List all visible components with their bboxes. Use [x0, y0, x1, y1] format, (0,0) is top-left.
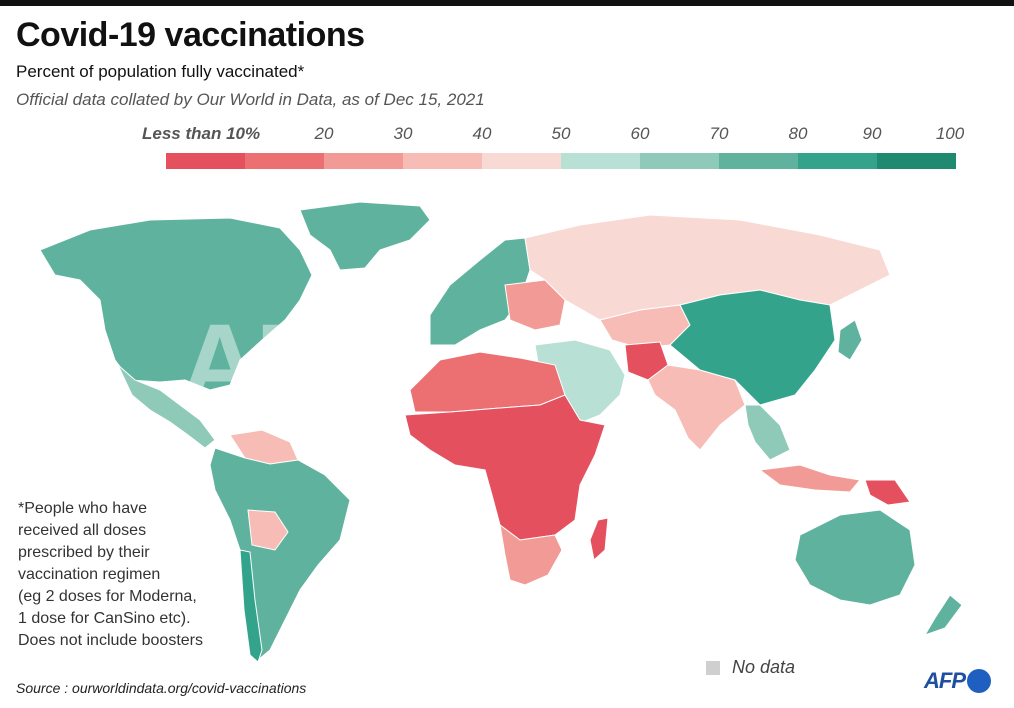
legend-label: Less than 10% [142, 124, 261, 143]
footnote: *People who have received all doses pres… [18, 498, 248, 652]
legend-swatch [719, 153, 798, 169]
legend-swatch [561, 153, 640, 169]
legend-label: 80 [788, 124, 808, 143]
no-data-swatch [706, 660, 720, 675]
region-southeast-asia [744, 404, 791, 461]
legend-swatch [245, 153, 324, 169]
afp-watermark: AFP [180, 302, 392, 425]
region-south-america [209, 447, 351, 661]
region-greenland [299, 201, 431, 271]
region-madagascar [589, 517, 609, 561]
legend-label: 50 [551, 124, 571, 143]
footnote-line: *People who have [18, 500, 147, 517]
legend-label: 90 [862, 124, 882, 143]
legend-label: 40 [472, 124, 492, 143]
legend-label: 30 [393, 124, 413, 143]
legend-label: 70 [709, 124, 729, 143]
legend-swatch [166, 153, 245, 169]
data-note: Official data collated by Our World in D… [16, 90, 485, 109]
region-australia [794, 509, 916, 606]
region-japan [837, 319, 863, 361]
world-map [39, 201, 963, 663]
legend-color-scale [166, 153, 956, 169]
legend-swatch [324, 153, 403, 169]
region-papua-new-guinea [864, 479, 911, 506]
legend-label: 20 [314, 124, 334, 143]
region-chile [239, 549, 263, 663]
region-southern-africa [499, 523, 563, 586]
region-north-america [39, 217, 313, 391]
legend-label: 60 [630, 124, 650, 143]
legend-labels: Less than 10% 20 30 40 50 60 70 80 90 10… [0, 124, 1014, 146]
footnote-line: received all doses [18, 522, 147, 539]
region-sub-saharan-africa [404, 394, 606, 541]
no-data-label: No data [732, 657, 796, 677]
source-credit: Source : ourworldindata.org/covid-vaccin… [16, 680, 307, 696]
map-subtitle: Percent of population fully vaccinated* [16, 62, 305, 81]
legend-swatch [403, 153, 482, 169]
region-indonesia [758, 464, 861, 493]
footnote-line: (eg 2 doses for Moderna, [18, 588, 197, 605]
legend-swatch [640, 153, 719, 169]
footnote-line: Does not include boosters [18, 632, 203, 649]
region-china [669, 289, 836, 406]
region-bolivia [247, 509, 289, 551]
top-rule [0, 0, 1014, 6]
afp-logo-text: AFP [924, 668, 966, 693]
afp-logo: AFP [924, 668, 991, 694]
afp-logo-dot-icon [967, 669, 991, 693]
legend-swatch [877, 153, 956, 169]
legend-swatch [482, 153, 561, 169]
legend-label: 100 [935, 124, 965, 143]
footnote-line: prescribed by their [18, 544, 150, 561]
no-data-legend: No data [706, 657, 795, 678]
region-new-zealand [923, 594, 963, 636]
region-central-america [117, 364, 216, 449]
legend-swatch [798, 153, 877, 169]
footnote-line: vaccination regimen [18, 566, 161, 583]
region-south-asia [647, 364, 746, 451]
map-title: Covid-19 vaccinations [16, 16, 365, 54]
footnote-line: 1 dose for CanSino etc). [18, 610, 191, 627]
